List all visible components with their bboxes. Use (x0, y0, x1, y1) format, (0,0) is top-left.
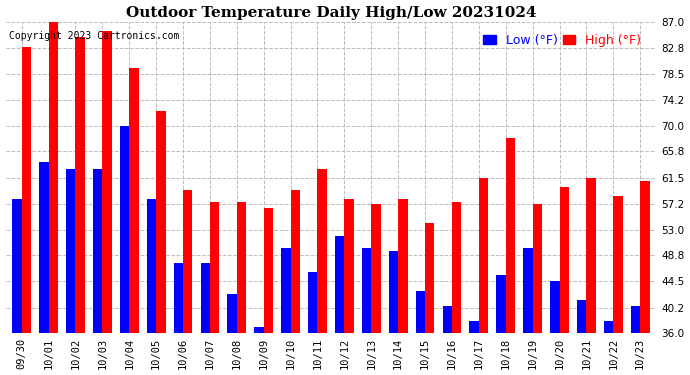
Bar (469, 321, 479, 333)
Bar (344, 199, 354, 333)
Bar (120, 126, 129, 333)
Bar (452, 202, 462, 333)
Bar (75, 38, 85, 333)
Bar (255, 327, 264, 333)
Bar (631, 306, 640, 333)
Bar (398, 199, 408, 333)
Bar (48, 22, 58, 333)
Bar (102, 31, 112, 333)
Bar (560, 187, 569, 333)
Bar (523, 248, 533, 333)
Bar (550, 282, 560, 333)
Bar (93, 169, 102, 333)
Bar (228, 294, 237, 333)
Bar (174, 263, 183, 333)
Bar (290, 190, 300, 333)
Bar (147, 199, 156, 333)
Bar (425, 224, 435, 333)
Bar (533, 204, 542, 333)
Bar (613, 196, 622, 333)
Bar (388, 251, 398, 333)
Bar (210, 202, 219, 333)
Bar (506, 138, 515, 333)
Bar (282, 248, 290, 333)
Bar (156, 111, 166, 333)
Bar (183, 190, 193, 333)
Bar (604, 321, 613, 333)
Bar (317, 169, 327, 333)
Bar (496, 275, 506, 333)
Bar (201, 263, 210, 333)
Bar (640, 181, 649, 333)
Bar (415, 291, 425, 333)
Bar (586, 178, 596, 333)
Bar (362, 248, 371, 333)
Bar (308, 272, 317, 333)
Bar (39, 162, 48, 333)
Bar (264, 208, 273, 333)
Legend: Low (°F), High (°F): Low (°F), High (°F) (481, 32, 644, 50)
Bar (129, 68, 139, 333)
Bar (577, 300, 586, 333)
Bar (479, 178, 489, 333)
Bar (12, 199, 21, 333)
Title: Outdoor Temperature Daily High/Low 20231024: Outdoor Temperature Daily High/Low 20231… (126, 6, 536, 20)
Bar (237, 202, 246, 333)
Bar (371, 204, 381, 333)
Text: Copyright 2023 Cartronics.com: Copyright 2023 Cartronics.com (9, 32, 179, 42)
Bar (21, 46, 31, 333)
Bar (442, 306, 452, 333)
Bar (66, 169, 75, 333)
Bar (335, 236, 344, 333)
